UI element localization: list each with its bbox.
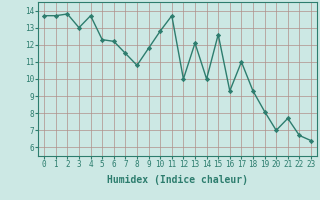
X-axis label: Humidex (Indice chaleur): Humidex (Indice chaleur) bbox=[107, 175, 248, 185]
